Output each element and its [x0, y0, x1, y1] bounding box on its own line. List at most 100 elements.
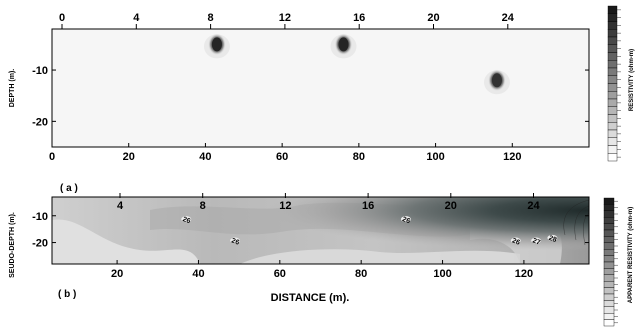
panel-a: 0 4 8 12 16 20 24 0 20 40 60 80 100 120 -10 -20 DEPTH… — [9, 5, 635, 194]
colorbar-swatch — [603, 319, 615, 327]
panel-a-frame — [51, 28, 590, 148]
colorbar-swatch — [607, 91, 618, 100]
colorbar-swatch — [607, 122, 618, 131]
colorbar-swatch — [607, 114, 618, 123]
colorbar-swatch — [603, 261, 615, 269]
colorbar-swatch — [603, 229, 615, 237]
x-tick-label: 20 — [123, 151, 135, 163]
colorbar-swatch — [607, 83, 618, 92]
panel-a-colorbar — [607, 5, 621, 162]
contour-label-bg — [547, 234, 558, 241]
colorbar-swatch — [603, 300, 615, 307]
x-tick-label: 80 — [353, 151, 365, 163]
colorbar-swatch — [603, 255, 615, 263]
y-tick-label: -10 — [32, 211, 48, 223]
colorbar-swatch — [607, 129, 618, 138]
top-tick-label: 16 — [362, 200, 374, 212]
colorbar-swatch — [607, 153, 618, 162]
x-tick-label: 0 — [49, 151, 55, 163]
anomaly-core — [491, 73, 502, 88]
x-axis-label: DISTANCE (m). — [271, 292, 350, 304]
x-tick-label: 120 — [503, 151, 521, 163]
y-tick-label: -20 — [32, 238, 48, 250]
x-tick-label: 100 — [433, 268, 451, 280]
panel-a-label: ( a ) — [60, 183, 78, 194]
panel-b-colorbar-label: APPARENT RESISTIVITY (ohm-m) — [628, 207, 634, 303]
colorbar-swatch — [607, 52, 618, 61]
contour-corner-lines — [563, 199, 589, 246]
colorbar-swatch — [603, 274, 615, 282]
top-tick-label: 24 — [502, 12, 515, 24]
contour-label-bg — [400, 216, 411, 223]
panel-a-anomalies — [203, 33, 510, 95]
colorbar-swatch — [607, 13, 618, 22]
colorbar-swatch — [603, 313, 615, 320]
top-tick-label: 16 — [353, 12, 365, 24]
contour-label: 26 — [401, 216, 411, 225]
colorbar-swatch — [603, 204, 615, 211]
anomaly-core — [338, 37, 349, 52]
x-tick-label: 60 — [276, 151, 288, 163]
contour-label-bg — [531, 237, 542, 244]
colorbar-swatch — [603, 197, 615, 205]
x-tick-label: 120 — [515, 268, 533, 280]
top-tick-label: 8 — [200, 200, 206, 212]
colorbar-swatch — [603, 293, 615, 301]
anomaly-core — [211, 37, 222, 52]
colorbar-swatch — [607, 5, 618, 14]
top-tick-label: 8 — [208, 12, 214, 24]
x-tick-label: 40 — [199, 151, 211, 163]
top-tick-label: 0 — [59, 12, 65, 24]
x-tick-label: 40 — [192, 268, 204, 280]
colorbar-swatch — [607, 137, 618, 146]
panel-b-contour-labels: 26 26 26 26 27 28 — [181, 216, 558, 247]
top-tick-label: 20 — [427, 12, 439, 24]
panel-a-colorbar-label: RESISTIVITY (ohm-m) — [629, 49, 635, 111]
top-tick-label: 20 — [445, 200, 457, 212]
panel-b-contours — [52, 197, 589, 264]
panel-b-y-axis-label: SEUDO-DEPTH (m). — [9, 212, 16, 278]
colorbar-swatch — [603, 210, 615, 218]
colorbar-swatch — [607, 106, 618, 115]
colorbar-swatch — [607, 44, 618, 53]
top-tick-label: 24 — [527, 200, 540, 212]
x-tick-label: 100 — [426, 151, 444, 163]
x-tick-label: 20 — [111, 268, 123, 280]
colorbar-swatch — [607, 36, 618, 45]
top-tick-label: 4 — [117, 200, 124, 212]
colorbar-swatch — [607, 29, 618, 38]
colorbar-swatch — [603, 216, 615, 224]
panel-a-y-axis-label: DEPTH (m). — [9, 69, 16, 108]
colorbar-swatch — [603, 281, 615, 288]
panel-b-x-ticks: 20 40 60 80 100 120 — [111, 260, 533, 280]
contour-label-bg — [181, 216, 192, 223]
panel-b-frame — [51, 196, 590, 265]
contour-label: 27 — [531, 237, 541, 246]
colorbar-swatch — [607, 60, 618, 69]
colorbar-swatch — [603, 223, 615, 231]
colorbar-swatch — [607, 98, 618, 107]
panel-b-label: ( b ) — [58, 289, 76, 300]
colorbar-swatch — [603, 268, 615, 275]
colorbar-swatch — [603, 236, 615, 243]
x-tick-label: 80 — [355, 268, 367, 280]
contour-label: 28 — [548, 235, 558, 244]
top-tick-label: 12 — [279, 200, 291, 212]
y-tick-label: -20 — [32, 116, 48, 128]
contour-label-bg — [510, 237, 521, 244]
panel-b-colorbar — [603, 197, 618, 327]
y-tick-label: -10 — [32, 65, 48, 77]
top-tick-label: 12 — [279, 12, 291, 24]
contour-label-bg — [230, 237, 241, 244]
colorbar-swatch — [603, 248, 615, 256]
colorbar-swatch — [607, 67, 618, 76]
colorbar-swatch — [607, 75, 618, 84]
colorbar-swatch — [607, 145, 618, 154]
colorbar-swatch — [607, 21, 618, 30]
panel-a-y-ticks: -10 -20 — [32, 65, 589, 128]
colorbar-swatch — [603, 242, 615, 250]
top-tick-label: 4 — [133, 12, 140, 24]
colorbar-swatch — [603, 306, 615, 314]
panel-a-top-scale: 0 4 8 12 16 20 24 — [59, 12, 515, 29]
